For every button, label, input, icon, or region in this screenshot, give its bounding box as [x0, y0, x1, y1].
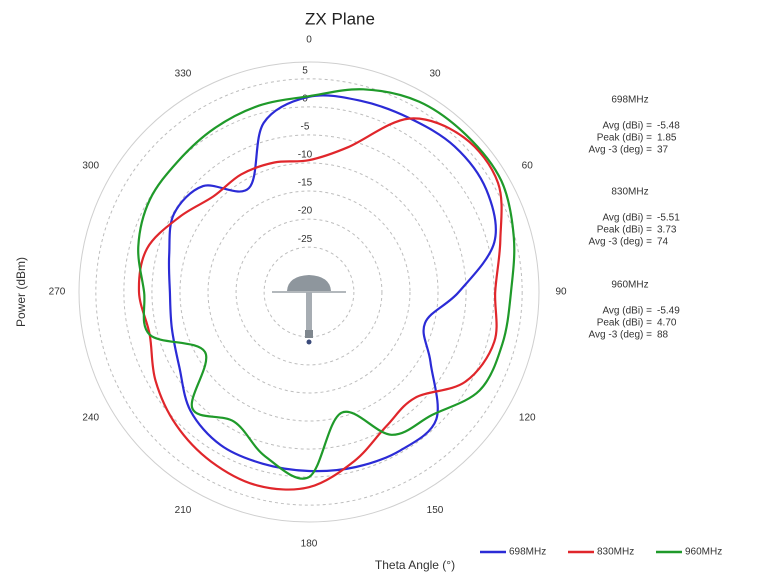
stats-label: Avg -3 (deg) =	[589, 330, 653, 341]
theta-tick-label: 210	[175, 505, 192, 516]
antenna-connector	[305, 330, 313, 338]
stats-value: -5.49	[657, 306, 680, 317]
stats-value: 3.73	[657, 225, 677, 236]
chart-title: ZX Plane	[305, 9, 375, 28]
stats-label: Avg -3 (deg) =	[589, 237, 653, 248]
stats-header: 960MHz	[611, 280, 648, 291]
series-line	[137, 117, 503, 491]
series-line	[137, 88, 516, 480]
grid: 5 0 -5 -10 -15 -20 -25 0 30 60 90 120 150 180 210 240 27…	[49, 35, 567, 550]
grid-ring	[151, 134, 467, 450]
theta-tick-label: 180	[301, 539, 318, 550]
antenna-stem	[306, 292, 312, 330]
x-axis-label: Theta Angle (°)	[375, 558, 455, 572]
r-tick-label: -10	[298, 150, 313, 161]
r-tick-label: -5	[301, 122, 310, 133]
stats: 698MHz Avg (dBi) = -5.48 Peak (dBi) = 1.85 Av…	[589, 95, 681, 341]
legend-label: 830MHz	[597, 547, 634, 558]
antenna-image	[272, 275, 346, 345]
y-axis-label: Power (dBm)	[14, 257, 28, 327]
stats-header: 830MHz	[611, 187, 648, 198]
series-line	[167, 94, 498, 473]
antenna-dome	[287, 275, 331, 291]
stats-value: -5.48	[657, 121, 680, 132]
stats-value: 37	[657, 145, 669, 156]
stats-label: Peak (dBi) =	[597, 133, 652, 144]
grid-ring	[179, 162, 439, 422]
grid-ring	[207, 190, 411, 394]
grid-ring	[235, 218, 383, 366]
polar-frame	[78, 61, 540, 523]
theta-tick-label: 0	[306, 35, 312, 46]
stats-label: Avg -3 (deg) =	[589, 145, 653, 156]
stats-header: 698MHz	[611, 95, 648, 106]
stats-label: Peak (dBi) =	[597, 318, 652, 329]
grid-ring	[263, 246, 355, 338]
stats-label: Avg (dBi) =	[602, 121, 652, 132]
theta-tick-label: 330	[175, 68, 192, 79]
stats-value: 88	[657, 330, 669, 341]
r-tick-label: 5	[302, 65, 308, 76]
stats-value: 4.70	[657, 318, 677, 329]
legend-label: 960MHz	[685, 547, 722, 558]
theta-tick-label: 150	[427, 505, 444, 516]
theta-tick-label: 120	[519, 413, 536, 424]
r-tick-label: -15	[298, 178, 313, 189]
stats-label: Avg (dBi) =	[602, 306, 652, 317]
theta-tick-label: 300	[82, 161, 99, 172]
r-tick-label: 0	[302, 94, 308, 105]
antenna-tip	[306, 339, 312, 345]
stats-value: 74	[657, 237, 669, 248]
stats-label: Avg (dBi) =	[602, 213, 652, 224]
grid-ring	[95, 78, 523, 506]
stats-value: -5.51	[657, 213, 680, 224]
theta-tick-label: 270	[49, 287, 66, 298]
stats-label: Peak (dBi) =	[597, 225, 652, 236]
r-tick-label: -20	[298, 206, 313, 217]
curves	[137, 88, 516, 491]
legend: 698MHz 830MHz 960MHz	[480, 547, 722, 558]
legend-label: 698MHz	[509, 547, 546, 558]
theta-tick-label: 30	[429, 68, 441, 79]
stats-value: 1.85	[657, 133, 677, 144]
r-tick-label: -25	[298, 234, 313, 245]
theta-tick-label: 60	[522, 161, 534, 172]
theta-tick-label: 90	[555, 287, 567, 298]
theta-tick-label: 240	[82, 413, 99, 424]
